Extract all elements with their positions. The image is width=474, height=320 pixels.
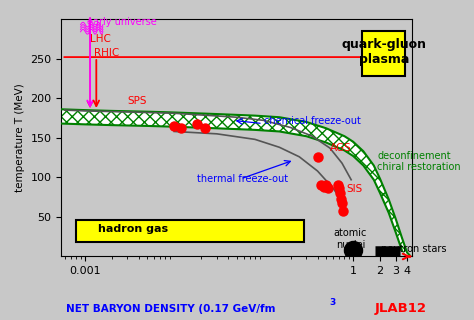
- Text: SIS: SIS: [347, 184, 363, 194]
- Y-axis label: temperature T (MeV): temperature T (MeV): [15, 84, 25, 192]
- Text: hadron gas: hadron gas: [98, 224, 168, 234]
- Text: deconfinement
chiral restoration: deconfinement chiral restoration: [377, 151, 461, 172]
- Bar: [76, 220, 304, 242]
- Text: SPS: SPS: [128, 96, 147, 106]
- Text: LHC: LHC: [90, 34, 111, 44]
- Text: AGS: AGS: [330, 143, 352, 153]
- Text: atomic
nuclei: atomic nuclei: [334, 228, 367, 250]
- Text: quark-gluon
plasma: quark-gluon plasma: [341, 38, 426, 66]
- Text: RHIC: RHIC: [94, 48, 119, 58]
- Text: chemical freeze-out: chemical freeze-out: [264, 116, 361, 125]
- Text: early universe: early universe: [87, 17, 156, 27]
- Text: neutron stars: neutron stars: [381, 244, 447, 253]
- Bar: [362, 31, 405, 76]
- Text: NET BARYON DENSITY (0.17 GeV/fm: NET BARYON DENSITY (0.17 GeV/fm: [66, 304, 276, 314]
- Text: thermal freeze-out: thermal freeze-out: [197, 174, 288, 184]
- Text: 3: 3: [329, 298, 336, 307]
- Text: JLAB12: JLAB12: [374, 302, 427, 315]
